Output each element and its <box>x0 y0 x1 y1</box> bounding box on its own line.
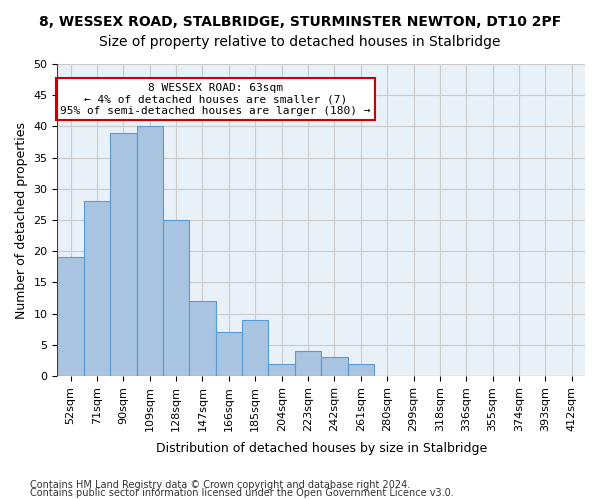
Bar <box>110 132 137 376</box>
X-axis label: Distribution of detached houses by size in Stalbridge: Distribution of detached houses by size … <box>155 442 487 455</box>
Bar <box>215 332 242 376</box>
Bar <box>268 364 295 376</box>
Text: 8 WESSEX ROAD: 63sqm
← 4% of detached houses are smaller (7)
95% of semi-detache: 8 WESSEX ROAD: 63sqm ← 4% of detached ho… <box>61 82 371 116</box>
Y-axis label: Number of detached properties: Number of detached properties <box>15 122 28 318</box>
Bar <box>295 351 321 376</box>
Text: 8, WESSEX ROAD, STALBRIDGE, STURMINSTER NEWTON, DT10 2PF: 8, WESSEX ROAD, STALBRIDGE, STURMINSTER … <box>39 15 561 29</box>
Bar <box>137 126 163 376</box>
Text: Contains HM Land Registry data © Crown copyright and database right 2024.: Contains HM Land Registry data © Crown c… <box>30 480 410 490</box>
Bar <box>321 358 347 376</box>
Text: Size of property relative to detached houses in Stalbridge: Size of property relative to detached ho… <box>99 35 501 49</box>
Bar <box>190 301 215 376</box>
Bar <box>58 258 84 376</box>
Bar <box>242 320 268 376</box>
Bar <box>84 202 110 376</box>
Bar <box>163 220 190 376</box>
Text: Contains public sector information licensed under the Open Government Licence v3: Contains public sector information licen… <box>30 488 454 498</box>
Bar <box>347 364 374 376</box>
